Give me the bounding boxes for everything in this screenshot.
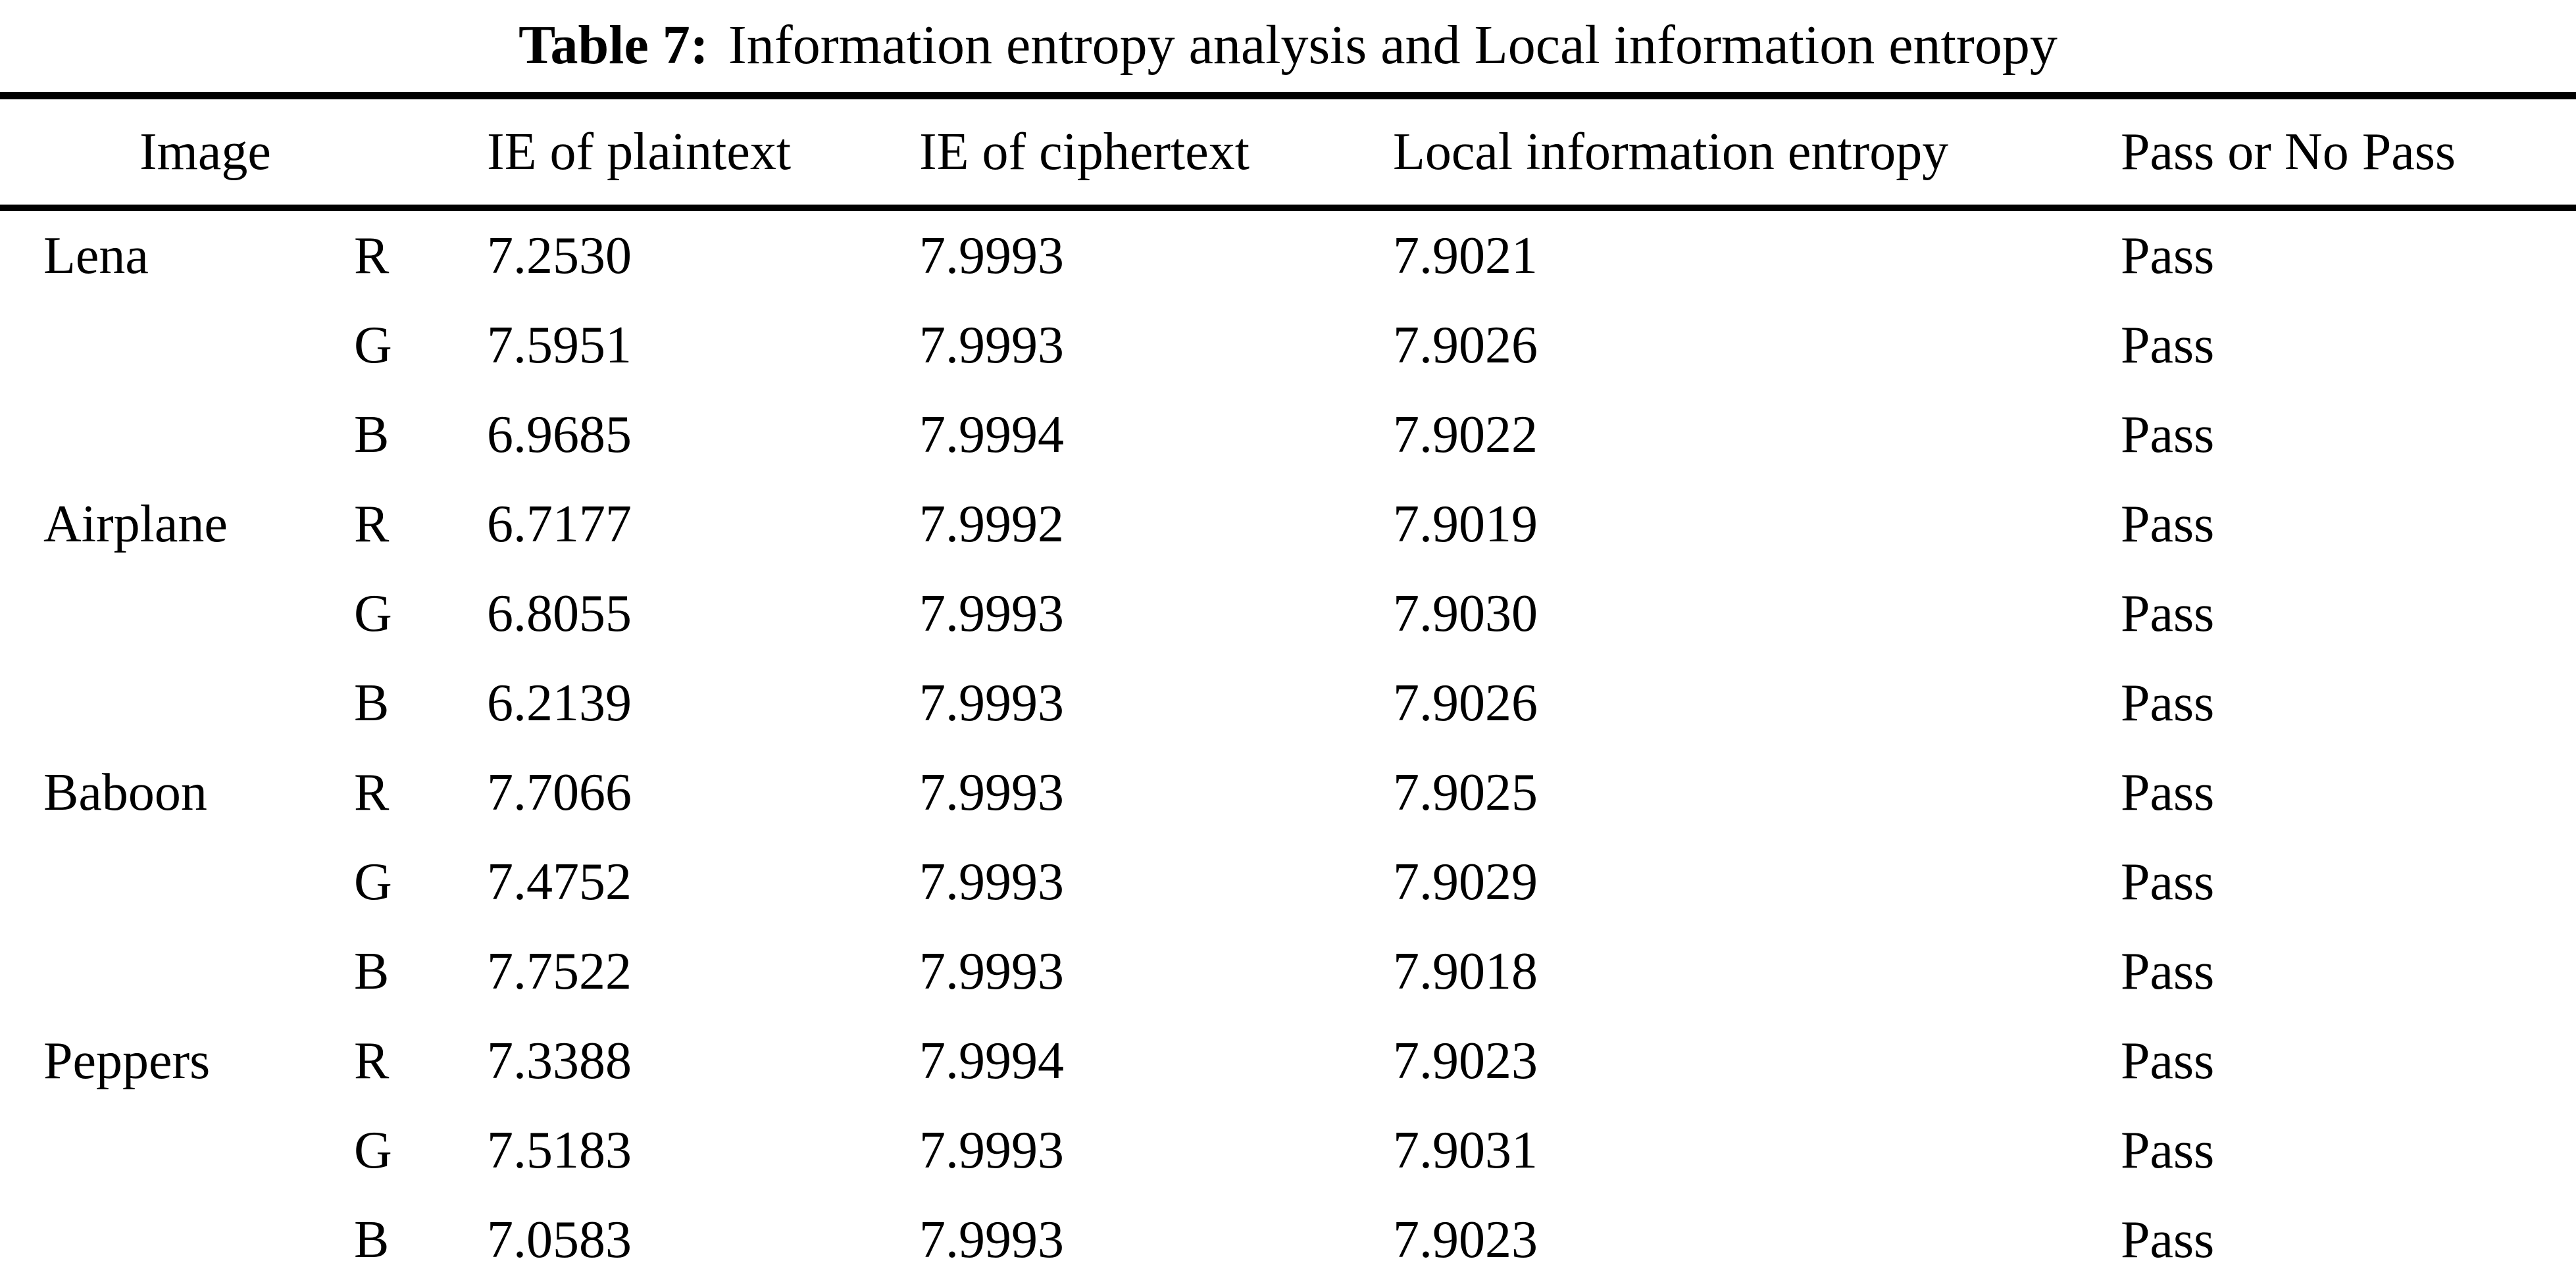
cell-pass: Pass (2121, 674, 2215, 732)
header-row: Image IE of plaintext IE of ciphertext L… (0, 95, 2576, 211)
cell-local-entropy: 7.9026 (1393, 316, 1538, 374)
cell-local-entropy: 7.9022 (1393, 405, 1538, 464)
cell-image-name: Baboon (43, 763, 207, 822)
cell-ie-plaintext: 6.8055 (487, 584, 632, 643)
cell-image-name (0, 569, 315, 658)
cell-channel: B (354, 1210, 390, 1269)
cell-ie-plaintext: 7.0583 (487, 1210, 632, 1269)
cell-image-name (0, 1195, 315, 1284)
cell-ie-plaintext: 7.4752 (487, 852, 632, 911)
cell-ie-plaintext: 7.7522 (487, 942, 632, 1000)
cell-image-name (0, 301, 315, 390)
cell-pass: Pass (2121, 852, 2215, 911)
cell-channel: G (354, 1121, 392, 1179)
table-row: B 7.0583 7.9993 7.9023 Pass (0, 1195, 2576, 1284)
cell-ie-ciphertext: 7.9993 (919, 852, 1065, 911)
cell-ie-plaintext: 7.2530 (487, 226, 632, 285)
header-local-entropy: Local information entropy (1393, 95, 2121, 211)
cell-pass: Pass (2121, 942, 2215, 1000)
table-caption-label: Table 7: (518, 14, 709, 76)
cell-image-name (0, 837, 315, 927)
cell-local-entropy: 7.9031 (1393, 1121, 1538, 1179)
cell-image-name (0, 390, 315, 480)
cell-ie-plaintext: 6.9685 (487, 405, 632, 464)
cell-ie-ciphertext: 7.9994 (919, 1031, 1065, 1090)
cell-pass: Pass (2121, 1210, 2215, 1269)
cell-ie-ciphertext: 7.9993 (919, 1121, 1065, 1179)
cell-pass: Pass (2121, 763, 2215, 822)
cell-ie-ciphertext: 7.9993 (919, 316, 1065, 374)
cell-ie-ciphertext: 7.9993 (919, 584, 1065, 643)
header-pass: Pass or No Pass (2121, 95, 2576, 211)
table-row: G 7.4752 7.9993 7.9029 Pass (0, 837, 2576, 927)
cell-local-entropy: 7.9023 (1393, 1031, 1538, 1090)
header-ie-plaintext: IE of plaintext (487, 95, 920, 211)
cell-channel: B (354, 674, 390, 732)
cell-pass: Pass (2121, 316, 2215, 374)
cell-ie-ciphertext: 7.9993 (919, 942, 1065, 1000)
cell-ie-ciphertext: 7.9992 (919, 495, 1065, 553)
table-row: B 6.9685 7.9994 7.9022 Pass (0, 390, 2576, 480)
cell-local-entropy: 7.9025 (1393, 763, 1538, 822)
cell-channel: R (354, 226, 390, 285)
cell-image-name: Lena (43, 226, 149, 285)
cell-local-entropy: 7.9021 (1393, 226, 1538, 285)
table-caption: Table 7: Information entropy analysis and… (0, 0, 2576, 92)
cell-pass: Pass (2121, 405, 2215, 464)
cell-pass: Pass (2121, 1121, 2215, 1179)
table-row: B 6.2139 7.9993 7.9026 Pass (0, 658, 2576, 748)
cell-channel: G (354, 316, 392, 374)
cell-ie-ciphertext: 7.9993 (919, 226, 1065, 285)
cell-local-entropy: 7.9030 (1393, 584, 1538, 643)
cell-local-entropy: 7.9029 (1393, 852, 1538, 911)
cell-image-name (0, 1106, 315, 1195)
cell-image-name: Airplane (43, 495, 228, 553)
cell-channel: R (354, 1031, 390, 1090)
cell-local-entropy: 7.9019 (1393, 495, 1538, 553)
table-row: B 7.7522 7.9993 7.9018 Pass (0, 927, 2576, 1016)
cell-local-entropy: 7.9018 (1393, 942, 1538, 1000)
cell-ie-ciphertext: 7.9993 (919, 674, 1065, 732)
cell-channel: R (354, 763, 390, 822)
cell-ie-plaintext: 6.2139 (487, 674, 632, 732)
cell-ie-plaintext: 7.5951 (487, 316, 632, 374)
table-row: Peppers R 7.3388 7.9994 7.9023 Pass (0, 1016, 2576, 1106)
cell-ie-ciphertext: 7.9993 (919, 1210, 1065, 1269)
cell-channel: B (354, 942, 390, 1000)
cell-ie-ciphertext: 7.9993 (919, 763, 1065, 822)
table-caption-text: Information entropy analysis and Local i… (728, 14, 2058, 76)
table-row: Lena R 7.2530 7.9993 7.9021 Pass (0, 208, 2576, 301)
cell-ie-ciphertext: 7.9994 (919, 405, 1065, 464)
cell-channel: G (354, 852, 392, 911)
cell-pass: Pass (2121, 584, 2215, 643)
cell-channel: B (354, 405, 390, 464)
header-image: Image (0, 95, 488, 211)
cell-pass: Pass (2121, 1031, 2215, 1090)
table-row: G 7.5183 7.9993 7.9031 Pass (0, 1106, 2576, 1195)
table-row: G 7.5951 7.9993 7.9026 Pass (0, 301, 2576, 390)
cell-image-name (0, 658, 315, 748)
cell-ie-plaintext: 6.7177 (487, 495, 632, 553)
cell-image-name: Peppers (43, 1031, 211, 1090)
cell-local-entropy: 7.9023 (1393, 1210, 1538, 1269)
cell-ie-plaintext: 7.5183 (487, 1121, 632, 1179)
table-row: Baboon R 7.7066 7.9993 7.9025 Pass (0, 748, 2576, 837)
cell-local-entropy: 7.9026 (1393, 674, 1538, 732)
cell-pass: Pass (2121, 495, 2215, 553)
table-body: Lena R 7.2530 7.9993 7.9021 Pass G 7.5951 7.9993… (0, 208, 2576, 1284)
header-ie-ciphertext: IE of ciphertext (919, 95, 1394, 211)
entropy-table: Image IE of plaintext IE of ciphertext L… (0, 92, 2576, 1284)
cell-ie-plaintext: 7.3388 (487, 1031, 632, 1090)
cell-pass: Pass (2121, 226, 2215, 285)
cell-channel: R (354, 495, 390, 553)
table-row: Airplane R 6.7177 7.9992 7.9019 Pass (0, 480, 2576, 569)
cell-channel: G (354, 584, 392, 643)
cell-image-name (0, 927, 315, 1016)
cell-ie-plaintext: 7.7066 (487, 763, 632, 822)
table-row: G 6.8055 7.9993 7.9030 Pass (0, 569, 2576, 658)
